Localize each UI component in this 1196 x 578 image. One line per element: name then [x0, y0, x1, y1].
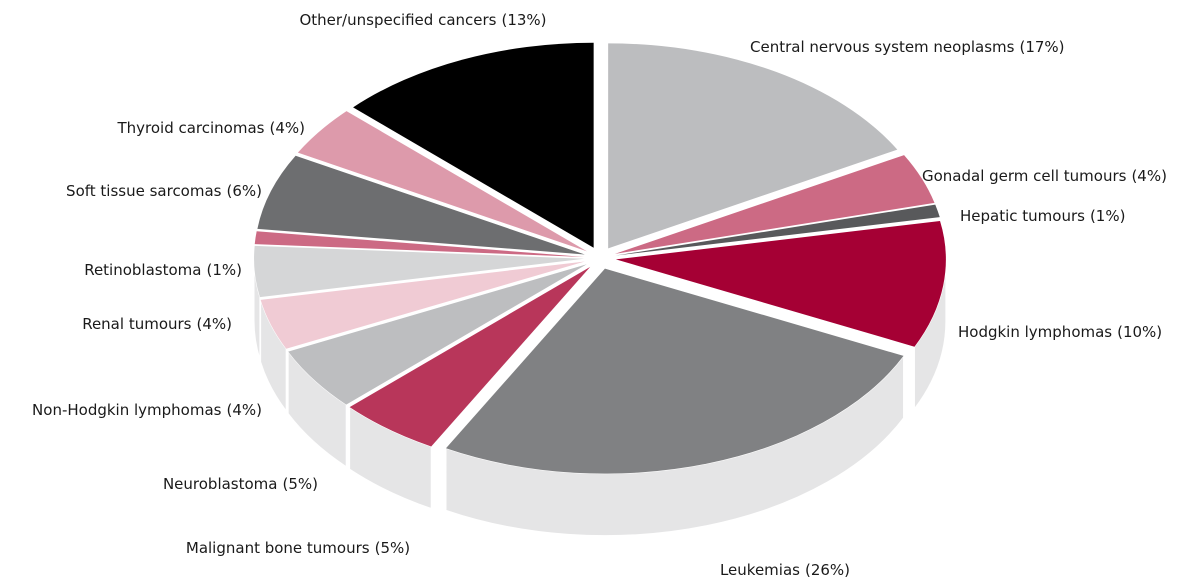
slice-label: Central nervous system neoplasms (17%) — [750, 38, 1065, 56]
category-label: Central nervous system neoplasms — [750, 38, 1015, 56]
category-label: Leukemias — [720, 561, 800, 578]
category-label: Hepatic tumours — [960, 207, 1085, 225]
slice-label: Soft tissue sarcomas (6%) — [66, 182, 262, 200]
slice — [288, 264, 587, 405]
value-label: (4%) — [1131, 167, 1167, 185]
slice-label: Non-Hodgkin lymphomas (4%) — [32, 401, 262, 419]
slice — [257, 155, 585, 255]
category-label: Neuroblastoma — [163, 475, 278, 493]
value-label: (13%) — [501, 11, 546, 29]
category-label: Retinoblastoma — [84, 261, 201, 279]
sides — [253, 258, 947, 537]
value-label: (1%) — [1090, 207, 1126, 225]
slice — [297, 111, 588, 252]
slice-label: Retinoblastoma (1%) — [84, 261, 242, 279]
value-label: (4%) — [196, 315, 232, 333]
category-label: Gonadal germ cell tumours — [922, 167, 1127, 185]
category-label: Thyroid carcinomas — [116, 119, 264, 137]
slice — [614, 155, 935, 254]
slice-label: Renal tumours (4%) — [82, 315, 232, 333]
value-label: (17%) — [1019, 38, 1064, 56]
slice — [615, 204, 940, 256]
slice — [260, 261, 585, 349]
slice-label: Hepatic tumours (1%) — [960, 207, 1125, 225]
labels: Central nervous system neoplasms (17%) Gon… — [32, 11, 1167, 578]
category-label: Renal tumours — [82, 315, 191, 333]
slice — [254, 245, 585, 298]
slice-label: Neuroblastoma (5%) — [163, 475, 318, 493]
slice — [445, 268, 904, 474]
slice-label: Other/unspecified cancers (13%) — [299, 11, 546, 29]
value-label: (10%) — [1117, 323, 1162, 341]
slice-side — [445, 354, 905, 537]
category-label: Non-Hodgkin lymphomas — [32, 401, 222, 419]
value-label: (4%) — [226, 401, 262, 419]
slice-label: Hodgkin lymphomas (10%) — [958, 323, 1162, 341]
category-label: Hodgkin lymphomas — [958, 323, 1112, 341]
slice — [254, 231, 585, 257]
category-label: Malignant bone tumours — [186, 539, 370, 557]
category-label: Other/unspecified cancers — [299, 11, 496, 29]
slice — [608, 43, 898, 249]
slices — [254, 42, 946, 474]
value-label: (4%) — [269, 119, 305, 137]
value-label: (26%) — [805, 561, 850, 578]
value-label: (5%) — [375, 539, 411, 557]
slice-side — [260, 299, 287, 413]
slice-label: Leukemias (26%) — [720, 561, 850, 578]
slice — [349, 266, 591, 447]
slice-label: Malignant bone tumours (5%) — [186, 539, 410, 557]
value-label: (1%) — [206, 261, 242, 279]
slice — [353, 42, 594, 248]
category-label: Soft tissue sarcomas — [66, 182, 222, 200]
value-label: (5%) — [282, 475, 318, 493]
value-label: (6%) — [226, 182, 262, 200]
slice-label: Thyroid carcinomas (4%) — [116, 119, 305, 137]
slice-label: Gonadal germ cell tumours (4%) — [922, 167, 1167, 185]
slice — [615, 220, 946, 347]
